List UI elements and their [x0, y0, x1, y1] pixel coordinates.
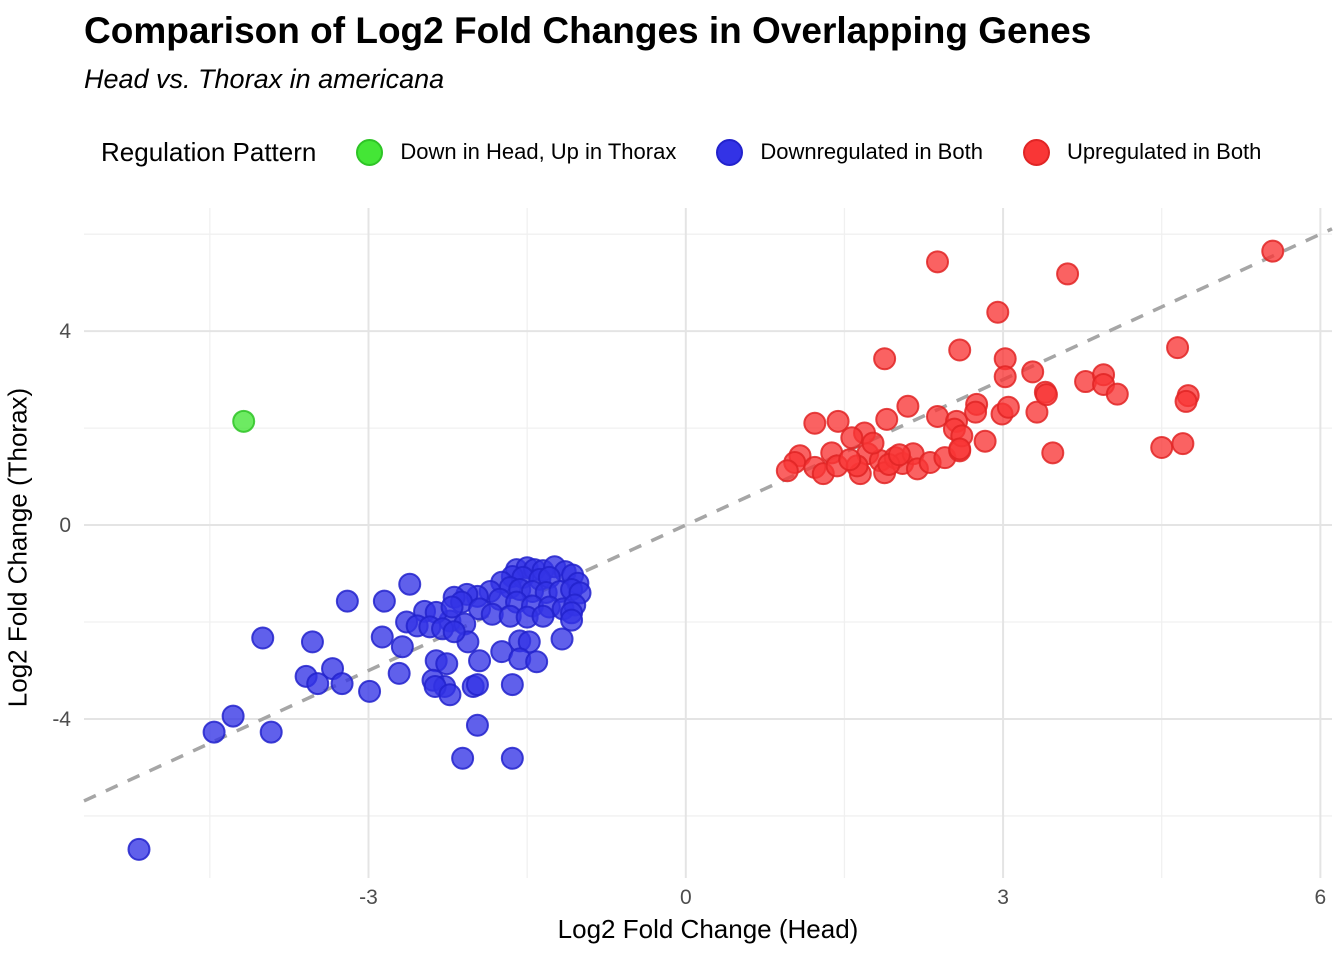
data-point	[500, 673, 524, 697]
data-point	[358, 679, 382, 703]
data-point	[398, 572, 422, 596]
data-point	[948, 338, 972, 362]
data-point	[861, 431, 885, 455]
red-dot-icon	[1022, 138, 1050, 166]
data-point	[451, 746, 475, 770]
data-point	[232, 409, 256, 433]
data-point	[993, 365, 1017, 389]
data-point	[996, 395, 1020, 419]
data-point	[840, 426, 864, 450]
data-point	[330, 672, 354, 696]
data-point	[1021, 360, 1045, 384]
data-point	[896, 394, 920, 418]
data-point	[517, 630, 541, 654]
x-tick-label: -3	[359, 886, 378, 909]
legend: Regulation Pattern Down in Head, Up in T…	[101, 128, 1261, 176]
data-point	[1041, 441, 1065, 465]
y-axis-title: Log2 Fold Change (Thorax)	[2, 387, 33, 708]
data-point	[465, 673, 489, 697]
data-point	[550, 627, 574, 651]
legend-item-label: Down in Head, Up in Thorax	[400, 139, 677, 164]
y-tick-label: 4	[59, 320, 71, 343]
chart-title: Comparison of Log2 Fold Changes in Overl…	[84, 10, 1092, 51]
data-point	[964, 400, 988, 424]
legend-item: Down in Head, Up in Thorax	[356, 138, 677, 166]
data-point	[1174, 389, 1198, 413]
data-point	[387, 661, 411, 685]
x-tick-label: 6	[1315, 886, 1327, 909]
identity-reference-line	[83, 227, 1333, 803]
legend-item-label: Downregulated in Both	[760, 139, 983, 164]
data-point	[335, 589, 359, 613]
data-point	[438, 683, 462, 707]
data-point	[251, 626, 275, 650]
legend-item-label: Upregulated in Both	[1066, 139, 1262, 164]
data-point	[838, 448, 862, 472]
chart-subtitle: Head vs. Thorax in americana	[84, 64, 445, 94]
data-point	[531, 604, 555, 628]
data-point	[221, 704, 245, 728]
data-point	[500, 746, 524, 770]
legend-item: Downregulated in Both	[716, 138, 983, 166]
data-point	[202, 720, 226, 744]
data-point	[525, 650, 549, 674]
data-point	[973, 429, 997, 453]
x-tick-label: 3	[997, 886, 1009, 909]
data-point	[560, 608, 584, 632]
data-point	[468, 649, 492, 673]
data-point	[1150, 435, 1174, 459]
legend-item: Upregulated in Both	[1022, 138, 1262, 166]
data-point	[875, 407, 899, 431]
data-point	[948, 437, 972, 461]
data-point	[372, 589, 396, 613]
data-point	[440, 595, 464, 619]
data-point	[926, 250, 950, 274]
data-point	[1171, 432, 1195, 456]
data-point	[887, 443, 911, 467]
data-point	[1105, 382, 1129, 406]
data-point	[986, 300, 1010, 324]
data-point	[803, 411, 827, 435]
x-axis-title: Log2 Fold Change (Head)	[557, 914, 859, 944]
data-point	[465, 713, 489, 737]
data-point	[300, 630, 324, 654]
x-tick-label: 0	[680, 886, 692, 909]
data-point	[442, 620, 466, 644]
data-point	[1034, 383, 1058, 407]
green-dot-icon	[356, 138, 384, 166]
data-point	[127, 837, 151, 861]
y-tick-label: -4	[52, 708, 71, 731]
data-point	[1056, 262, 1080, 286]
data-point	[775, 459, 799, 483]
y-tick-label: 0	[59, 514, 71, 537]
data-point	[259, 720, 283, 744]
blue-dot-icon	[716, 138, 744, 166]
data-point	[370, 625, 394, 649]
data-point	[826, 409, 850, 433]
data-point	[435, 652, 459, 676]
data-point	[1025, 400, 1049, 424]
data-point	[306, 672, 330, 696]
data-point	[390, 635, 414, 659]
data-point	[1261, 239, 1285, 263]
data-point	[1166, 336, 1190, 360]
legend-title: Regulation Pattern	[101, 136, 317, 167]
data-point	[873, 347, 897, 371]
